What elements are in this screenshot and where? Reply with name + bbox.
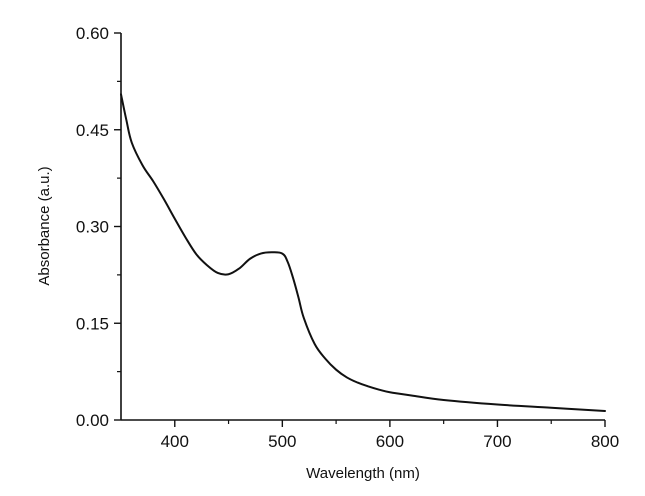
y-tick-label: 0.30 <box>76 218 109 237</box>
y-tick-label: 0.45 <box>76 121 109 140</box>
y-tick-label: 0.15 <box>76 314 109 333</box>
y-tick-label: 0.00 <box>76 411 109 430</box>
y-tick-label: 0.60 <box>76 24 109 43</box>
x-tick-label: 700 <box>483 432 511 451</box>
y-axis-title: Absorbance (a.u.) <box>36 166 53 285</box>
x-axis-title: Wavelength (nm) <box>306 465 420 482</box>
axes <box>120 33 605 421</box>
x-tick-label: 800 <box>591 432 619 451</box>
x-tick-label: 600 <box>376 432 404 451</box>
x-tick-label: 500 <box>268 432 296 451</box>
series <box>120 93 606 412</box>
tick-labels: 0.00 0.15 0.30 0.45 0.60 400 500 600 700 800 <box>76 24 619 451</box>
ticks <box>114 32 606 427</box>
x-tick-label: 400 <box>161 432 189 451</box>
absorbance-line <box>120 93 606 412</box>
